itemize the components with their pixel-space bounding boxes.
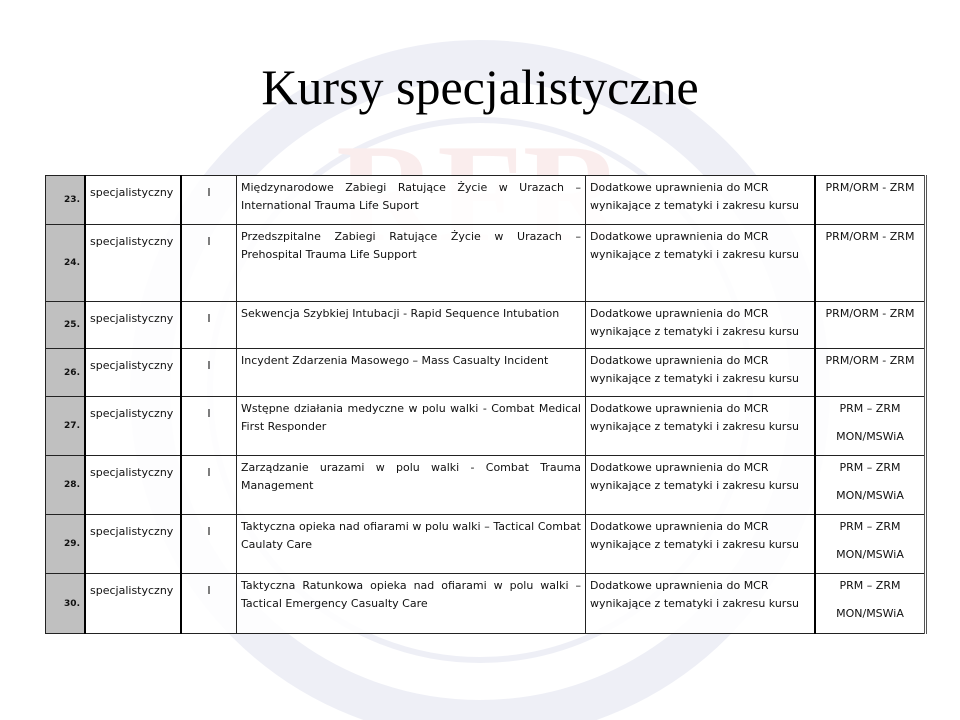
- row-number: 23.: [45, 175, 86, 225]
- course-permissions: Dodatkowe uprawnienia do MCR wynikające …: [585, 573, 816, 634]
- course-name: Zarządzanie urazami w polu walki - Comba…: [236, 455, 586, 515]
- course-name: Przedszpitalne Zabiegi Ratujące Życie w …: [236, 224, 586, 302]
- course-units: PRM/ORM - ZRM: [814, 175, 927, 225]
- unit-label: MON/MSWiA: [836, 430, 904, 443]
- course-units: PRM – ZRM MON/MSWiA: [814, 396, 927, 456]
- course-units: PRM/ORM - ZRM: [814, 348, 927, 397]
- table-row: 25. specjalistyczny I Sekwencja Szybkiej In…: [45, 301, 927, 349]
- course-type: specjalistyczny: [84, 175, 182, 225]
- course-level: I: [180, 455, 237, 515]
- unit-label: PRM/ORM - ZRM: [825, 230, 915, 243]
- course-type: specjalistyczny: [84, 224, 182, 302]
- course-units: PRM – ZRM MON/MSWiA: [814, 455, 927, 515]
- course-units: PRM – ZRM MON/MSWiA: [814, 573, 927, 634]
- unit-label: PRM/ORM - ZRM: [825, 354, 915, 367]
- course-type: specjalistyczny: [84, 573, 182, 634]
- course-level: I: [180, 348, 237, 397]
- slide-title: Kursy specjalistyczne: [261, 59, 699, 115]
- unit-label: PRM/ORM - ZRM: [825, 307, 915, 320]
- row-number: 27.: [45, 396, 86, 456]
- unit-label: PRM – ZRM: [839, 402, 901, 415]
- unit-label: PRM/ORM - ZRM: [825, 181, 915, 194]
- course-type: specjalistyczny: [84, 301, 182, 349]
- course-permissions: Dodatkowe uprawnienia do MCR wynikające …: [585, 224, 816, 302]
- course-name: Wstępne działania medyczne w polu walki …: [236, 396, 586, 456]
- course-name: Międzynarodowe Zabiegi Ratujące Życie w …: [236, 175, 586, 225]
- course-permissions: Dodatkowe uprawnienia do MCR wynikające …: [585, 348, 816, 397]
- course-type: specjalistyczny: [84, 396, 182, 456]
- unit-label: PRM – ZRM: [839, 520, 901, 533]
- unit-label: PRM – ZRM: [839, 461, 901, 474]
- row-number: 29.: [45, 514, 86, 574]
- course-name: Sekwencja Szybkiej Intubacji - Rapid Seq…: [236, 301, 586, 349]
- table-row: 30. specjalistyczny I Taktyczna Ratunkowa o…: [45, 573, 927, 634]
- course-units: PRM/ORM - ZRM: [814, 301, 927, 349]
- unit-label: MON/MSWiA: [836, 607, 904, 620]
- course-name: Incydent Zdarzenia Masowego – Mass Casua…: [236, 348, 586, 397]
- course-permissions: Dodatkowe uprawnienia do MCR wynikające …: [585, 455, 816, 515]
- course-name: Taktyczna Ratunkowa opieka nad ofiarami …: [236, 573, 586, 634]
- table-row: 26. specjalistyczny I Incydent Zdarzenia Ma…: [45, 348, 927, 397]
- row-number: 25.: [45, 301, 86, 349]
- row-number: 26.: [45, 348, 86, 397]
- courses-table: 23. specjalistyczny I Międzynarodowe Zabieg…: [45, 175, 927, 634]
- course-level: I: [180, 224, 237, 302]
- unit-label: PRM – ZRM: [839, 579, 901, 592]
- table-row: 23. specjalistyczny I Międzynarodowe Zabieg…: [45, 175, 927, 225]
- course-level: I: [180, 301, 237, 349]
- unit-label: MON/MSWiA: [836, 489, 904, 502]
- table-row: 28. specjalistyczny I Zarządzanie urazami w…: [45, 455, 927, 515]
- row-number: 24.: [45, 224, 86, 302]
- table-row: 24. specjalistyczny I Przedszpitalne Zabieg…: [45, 224, 927, 302]
- course-name: Taktyczna opieka nad ofiarami w polu wal…: [236, 514, 586, 574]
- table-row: 29. specjalistyczny I Taktyczna opieka nad …: [45, 514, 927, 574]
- course-level: I: [180, 175, 237, 225]
- row-number: 28.: [45, 455, 86, 515]
- course-permissions: Dodatkowe uprawnienia do MCR wynikające …: [585, 514, 816, 574]
- course-level: I: [180, 396, 237, 456]
- course-permissions: Dodatkowe uprawnienia do MCR wynikające …: [585, 175, 816, 225]
- course-units: PRM – ZRM MON/MSWiA: [814, 514, 927, 574]
- table-row: 27. specjalistyczny I Wstępne działania med…: [45, 396, 927, 456]
- row-number: 30.: [45, 573, 86, 634]
- unit-label: MON/MSWiA: [836, 548, 904, 561]
- course-units: PRM/ORM - ZRM: [814, 224, 927, 302]
- course-type: specjalistyczny: [84, 455, 182, 515]
- course-level: I: [180, 573, 237, 634]
- course-type: specjalistyczny: [84, 348, 182, 397]
- course-type: specjalistyczny: [84, 514, 182, 574]
- course-level: I: [180, 514, 237, 574]
- course-permissions: Dodatkowe uprawnienia do MCR wynikające …: [585, 396, 816, 456]
- course-permissions: Dodatkowe uprawnienia do MCR wynikające …: [585, 301, 816, 349]
